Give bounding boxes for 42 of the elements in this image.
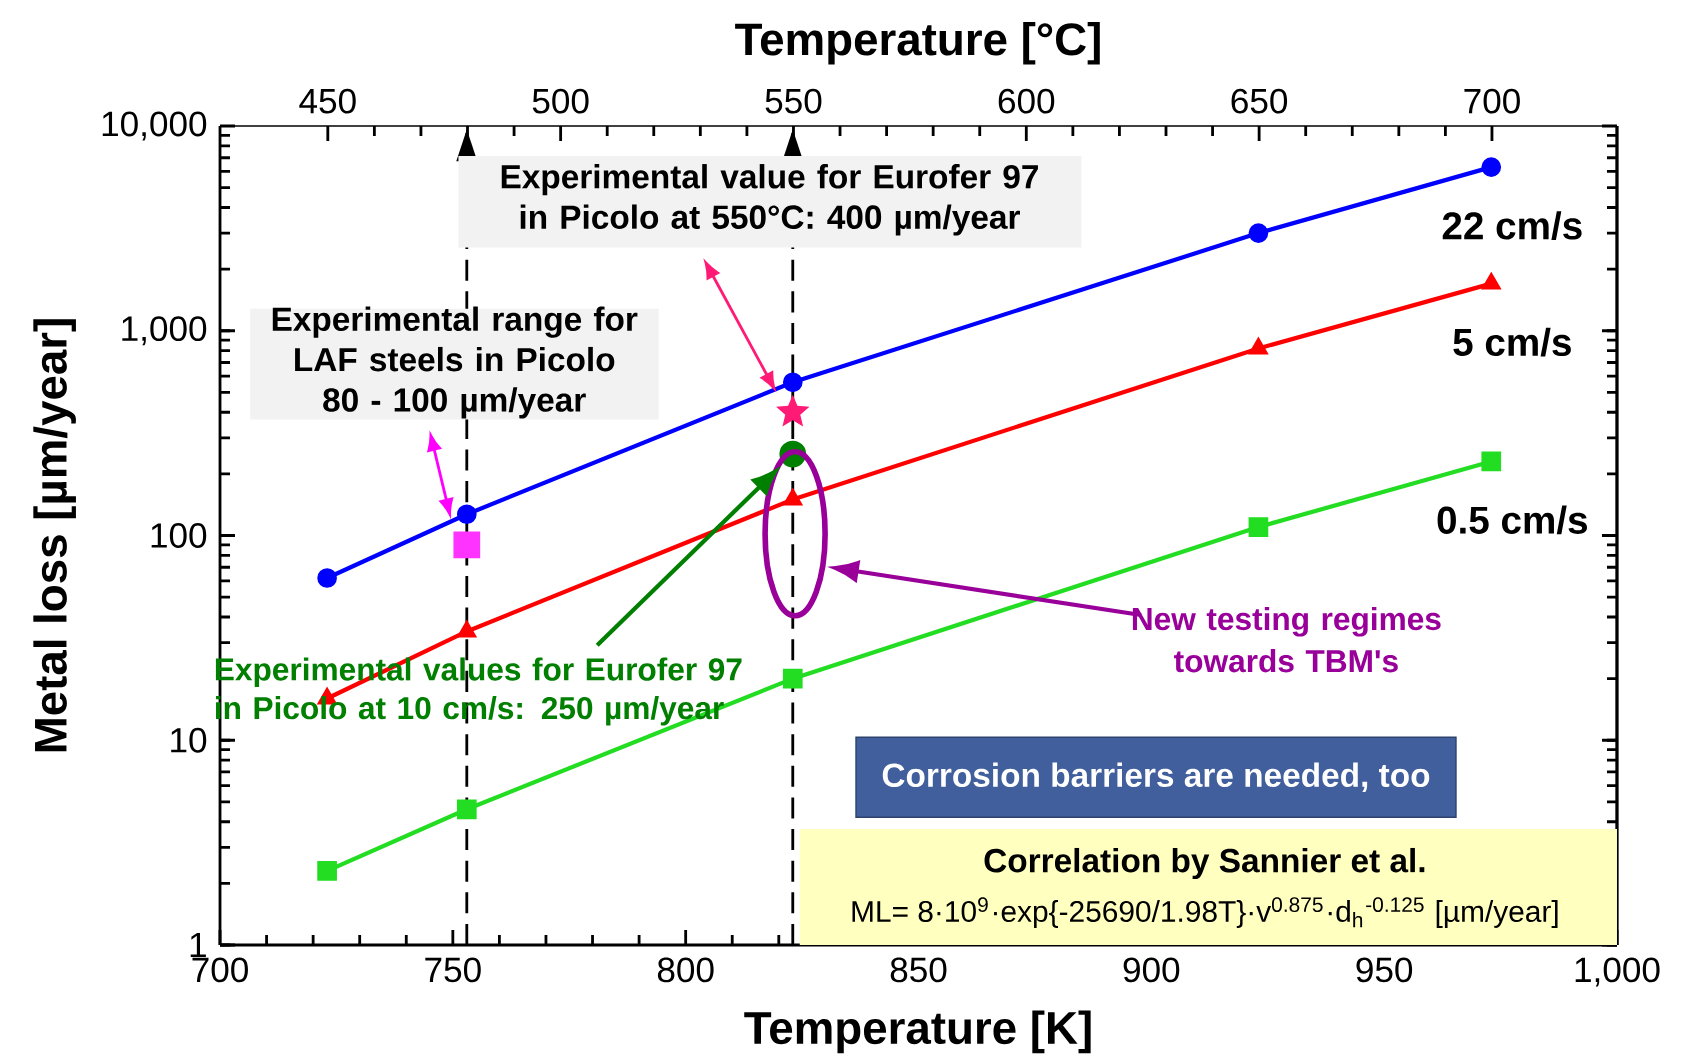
y-tick-label: 10 xyxy=(171,727,207,753)
annotation: New testing regimes towards TBM's xyxy=(1132,606,1441,673)
point xyxy=(782,372,803,393)
y-tick-label: 1 xyxy=(190,932,206,958)
y-axis-title: Metal loss [µm/year] xyxy=(33,319,76,752)
x-tick-label: 950 xyxy=(1356,957,1413,983)
series-label: 0.5 cm/s xyxy=(1437,505,1587,535)
annotation: Experimental value for Eurofer 97 in Picolo at 550°C: 400 µm/year xyxy=(501,164,1038,236)
annotation: Correlation by Sannier et al. xyxy=(984,847,1425,880)
point xyxy=(1248,517,1269,537)
annotation: Experimental range for LAF steels in Picolo 80 - 100 µm/year xyxy=(272,306,638,419)
point xyxy=(1481,451,1502,472)
y-tick-label: 1,000 xyxy=(122,316,207,346)
point xyxy=(317,861,337,881)
point xyxy=(782,668,803,689)
x-tick-label: 1,000 xyxy=(1575,957,1660,987)
y-tick-label: 100 xyxy=(151,523,207,548)
y-tick-label: 10,000 xyxy=(102,111,207,141)
point xyxy=(1248,223,1269,243)
x-tick-label: 700 xyxy=(192,957,248,983)
point xyxy=(456,504,477,525)
x2-axis-title: Temperature [°C] xyxy=(735,21,1100,65)
point xyxy=(456,799,477,820)
x2-tick-label: 550 xyxy=(765,88,822,114)
x2-tick-label: 650 xyxy=(1231,88,1288,114)
x-tick-label: 900 xyxy=(1123,957,1180,983)
series-label: 22 cm/s xyxy=(1442,211,1582,240)
x2-tick-label: 600 xyxy=(998,88,1055,114)
annotation: ML= 8·10$^{9}$·exp{-25690/1.98T}·v$^{0.875}$·d$_{h}$$^{-0.125}$ [µm/year] xyxy=(852,897,1558,928)
point xyxy=(317,568,337,588)
point xyxy=(776,394,810,427)
x-axis-title: Temperature [K] xyxy=(744,1010,1091,1054)
series-label: 5 cm/s xyxy=(1453,327,1571,357)
point xyxy=(1481,157,1502,177)
x2-tick-label: 450 xyxy=(299,88,356,114)
x-tick-label: 850 xyxy=(890,957,947,983)
x-tick-label: 750 xyxy=(425,957,481,983)
point xyxy=(453,531,481,559)
x2-tick-label: 700 xyxy=(1464,88,1520,114)
x-tick-label: 800 xyxy=(657,957,714,983)
annotation: Corrosion barriers are needed, too xyxy=(882,762,1430,792)
x2-tick-label: 500 xyxy=(532,88,589,114)
